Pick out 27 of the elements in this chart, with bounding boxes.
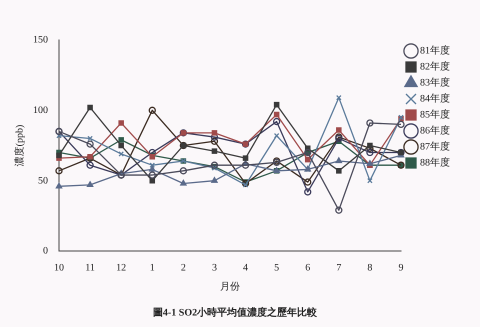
y-axis-title: 濃度(ppb) xyxy=(14,124,26,166)
x-tick-label: 6 xyxy=(305,262,310,274)
y-tick-label: 150 xyxy=(33,34,48,46)
x-tick-label: 10 xyxy=(54,262,64,274)
legend-label: 84年度 xyxy=(420,92,450,105)
x-tick-label: 3 xyxy=(212,262,217,274)
x-tick-label: 12 xyxy=(116,262,126,274)
text: 圖4-1 SO2小時平均值濃度之歷年比較 xyxy=(152,306,318,319)
y-tick-label: 100 xyxy=(33,104,48,116)
legend-label: 88年度 xyxy=(420,156,450,169)
x-tick-label: 4 xyxy=(243,262,248,274)
x-tick-label: 5 xyxy=(274,262,280,274)
legend-label: 87年度 xyxy=(420,140,450,153)
x-tick-label: 11 xyxy=(85,262,95,274)
x-tick-label: 1 xyxy=(150,262,155,274)
legend-label: 85年度 xyxy=(420,108,450,121)
x-tick-label: 2 xyxy=(180,262,186,274)
legend-label: 82年度 xyxy=(420,60,450,73)
legend-label: 81年度 xyxy=(420,44,450,57)
y-tick-label: 50 xyxy=(38,175,48,186)
x-axis-title: 月份 xyxy=(220,282,240,293)
x-tick-label: 9 xyxy=(398,262,404,274)
legend-label: 86年度 xyxy=(420,124,450,137)
y-tick-label: 0 xyxy=(43,246,48,257)
x-tick-label: 7 xyxy=(336,262,342,274)
legend-label: 83年度 xyxy=(420,76,450,89)
x-tick-label: 8 xyxy=(367,262,372,274)
